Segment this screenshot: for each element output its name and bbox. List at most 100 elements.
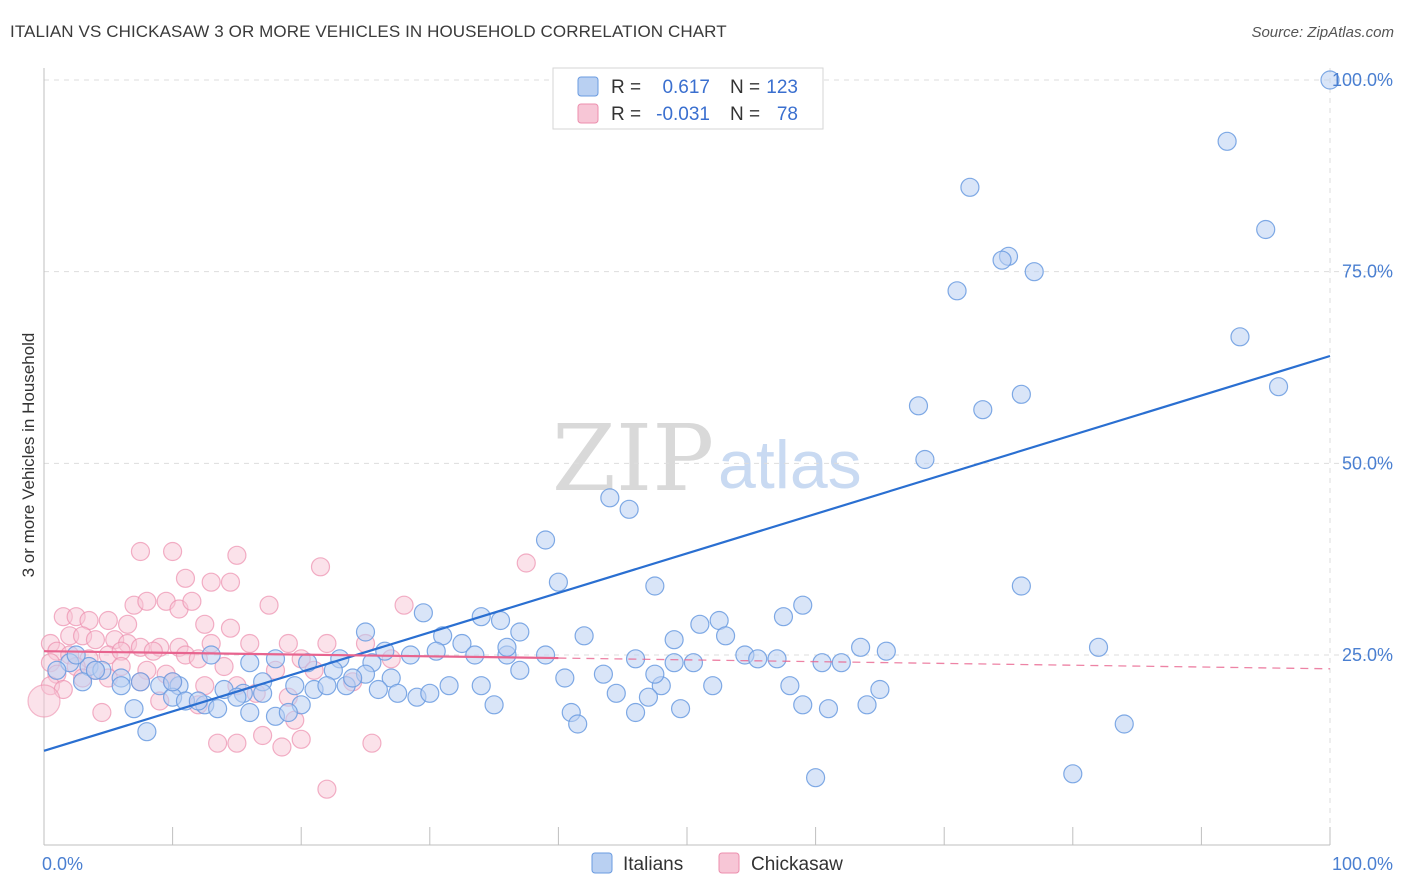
source-credit: Source: ZipAtlas.com [1251,24,1394,41]
legend-swatch-italians [591,852,613,874]
italians-point [510,660,530,680]
italians-point [111,676,131,696]
chickasaw-point [143,641,163,661]
chickasaw-trend-line-extrapolated [558,657,1331,670]
italians-point [368,679,388,700]
italians-point [1114,714,1134,734]
chickasaw-point [516,553,536,573]
italians-point [343,668,363,688]
italians-point [606,683,626,703]
chickasaw-point [92,702,112,723]
legend-swatch-chickasaw [718,852,740,874]
italians-point [124,699,144,719]
chickasaw-point [362,733,382,753]
chickasaw-point [85,630,106,650]
italians-point [960,177,980,197]
italians-point [1230,327,1250,347]
italians-point [805,768,826,788]
x-tick-labels: 0.0% 100.0% [42,854,1393,874]
italians-point [1088,637,1109,657]
italians-point [535,530,556,550]
italians-point [638,687,659,707]
chickasaw-point [98,610,118,631]
italians-point [285,676,305,696]
italians-point [413,603,433,623]
italians-point [915,449,935,470]
italians-point [137,722,157,742]
italians-point [548,572,569,592]
italians-point [317,676,337,696]
italians-point [535,645,556,665]
chickasaw-point [240,633,260,654]
italians-point [278,702,298,723]
italians-point [497,637,517,657]
italians-point [690,614,710,634]
italians-point [47,660,67,680]
italians-point [645,576,665,596]
italians-point [452,633,472,654]
italians-point [355,622,376,642]
chickasaw-point [220,572,241,592]
x-tick-label-max: 100.0% [1332,854,1393,874]
chickasaw-point [208,733,228,753]
italians-point [1024,262,1044,282]
chickasaw-point [201,572,221,592]
italians-point [857,695,877,715]
stats-n-label-italians: N = [730,77,760,98]
italians-point [66,645,86,665]
italians-point [388,683,408,703]
italians-point [703,676,723,696]
y-tick-label: 50.0% [1342,453,1393,473]
stats-swatch-italians [577,76,599,97]
italians-point [1011,384,1031,404]
italians-trend-line [43,354,1331,752]
italians-point [420,683,440,703]
italians-point [201,645,221,665]
chickasaw-point [175,568,196,588]
italians-point [908,396,929,416]
chickasaw-point [259,595,279,615]
italians-point [568,714,588,734]
chickasaw-point [227,733,247,753]
italians-point [240,653,260,673]
italians-point [812,653,832,673]
watermark-zip: ZIP [552,405,714,512]
italians-point [130,672,151,692]
legend-label-chickasaw: Chickasaw [751,854,843,875]
italians-point [645,664,665,684]
italians-point [265,649,286,669]
italians-point [818,699,839,719]
italians-point [240,702,260,723]
stats-n-value-chickasaw: 78 [777,104,798,125]
chickasaw-point [220,618,241,638]
italians-point [780,676,800,696]
italians-point [851,637,871,657]
y-tick-label: 100.0% [1332,70,1393,90]
chickasaw-point [317,779,337,799]
chickasaw-point [195,614,215,634]
italians-point [670,699,691,719]
italians-point [439,676,459,696]
x-tick-label-min: 0.0% [42,854,83,874]
italians-point [767,649,787,669]
trend-lines [43,354,1331,752]
chickasaw-point [227,545,247,565]
italians-point [947,281,967,301]
italians-point [683,653,704,673]
italians-point [992,250,1012,270]
chickasaw-point [272,737,292,757]
italians-point [793,595,813,615]
italians-point [208,699,228,719]
italians-point [510,622,530,642]
italians-point [773,607,794,627]
stats-r-value-italians: 0.617 [662,77,710,98]
chickasaw-point [291,729,311,749]
stats-r-value-chickasaw: -0.031 [656,104,710,125]
chickasaw-point [317,633,337,654]
stats-r-label-chickasaw: R = [611,104,641,125]
chart-title: ITALIAN VS CHICKASAW 3 OR MORE VEHICLES … [10,22,727,41]
chickasaw-point [394,595,414,615]
italians-point [664,653,684,673]
italians-point [163,672,183,692]
